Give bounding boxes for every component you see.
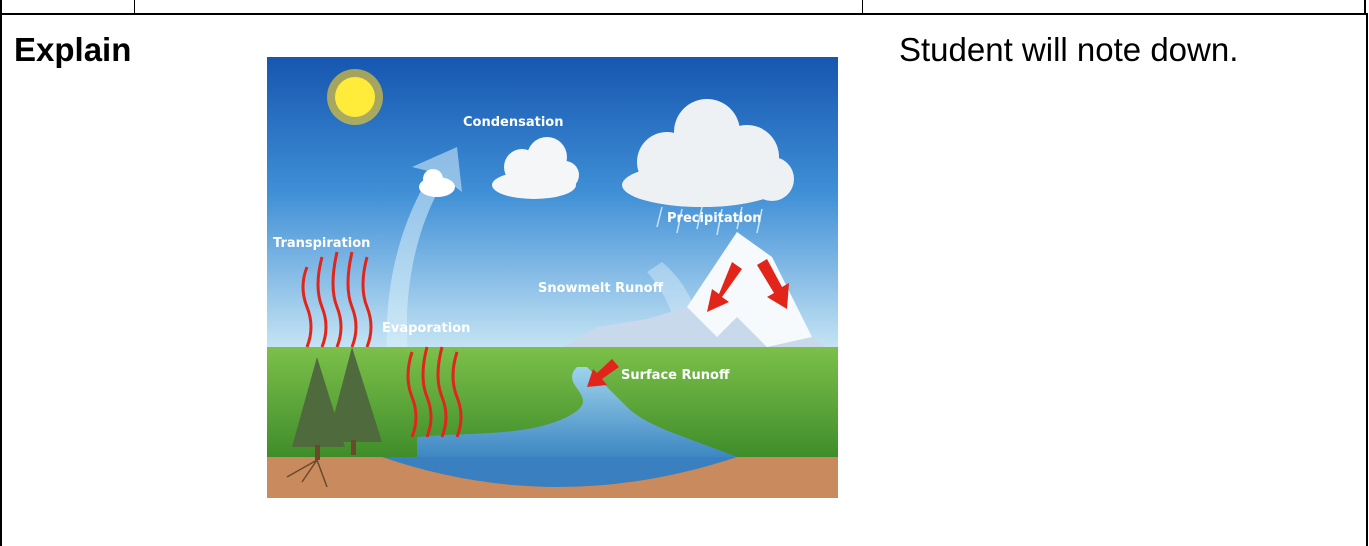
diagram-label: Precipitation bbox=[667, 211, 762, 226]
diagram-label: Evaporation bbox=[382, 321, 470, 336]
diagram-label: Transpiration bbox=[273, 236, 370, 251]
diagram-label: Condensation bbox=[463, 115, 563, 130]
document-page: Explain Student will note down. bbox=[0, 0, 1369, 546]
column-divider bbox=[862, 0, 863, 13]
stage-label: Explain bbox=[14, 31, 131, 69]
previous-row bbox=[0, 0, 1366, 13]
sun bbox=[327, 69, 383, 125]
diagram-label: Snowmelt Runoff bbox=[538, 281, 664, 296]
table-row: Explain Student will note down. bbox=[0, 13, 1368, 546]
diagram-label: Surface Runoff bbox=[621, 368, 730, 383]
water-cycle-diagram: Condensation Precipitation Transpiration… bbox=[267, 57, 838, 498]
student-activity: Student will note down. bbox=[899, 31, 1238, 69]
column-divider bbox=[134, 0, 135, 13]
